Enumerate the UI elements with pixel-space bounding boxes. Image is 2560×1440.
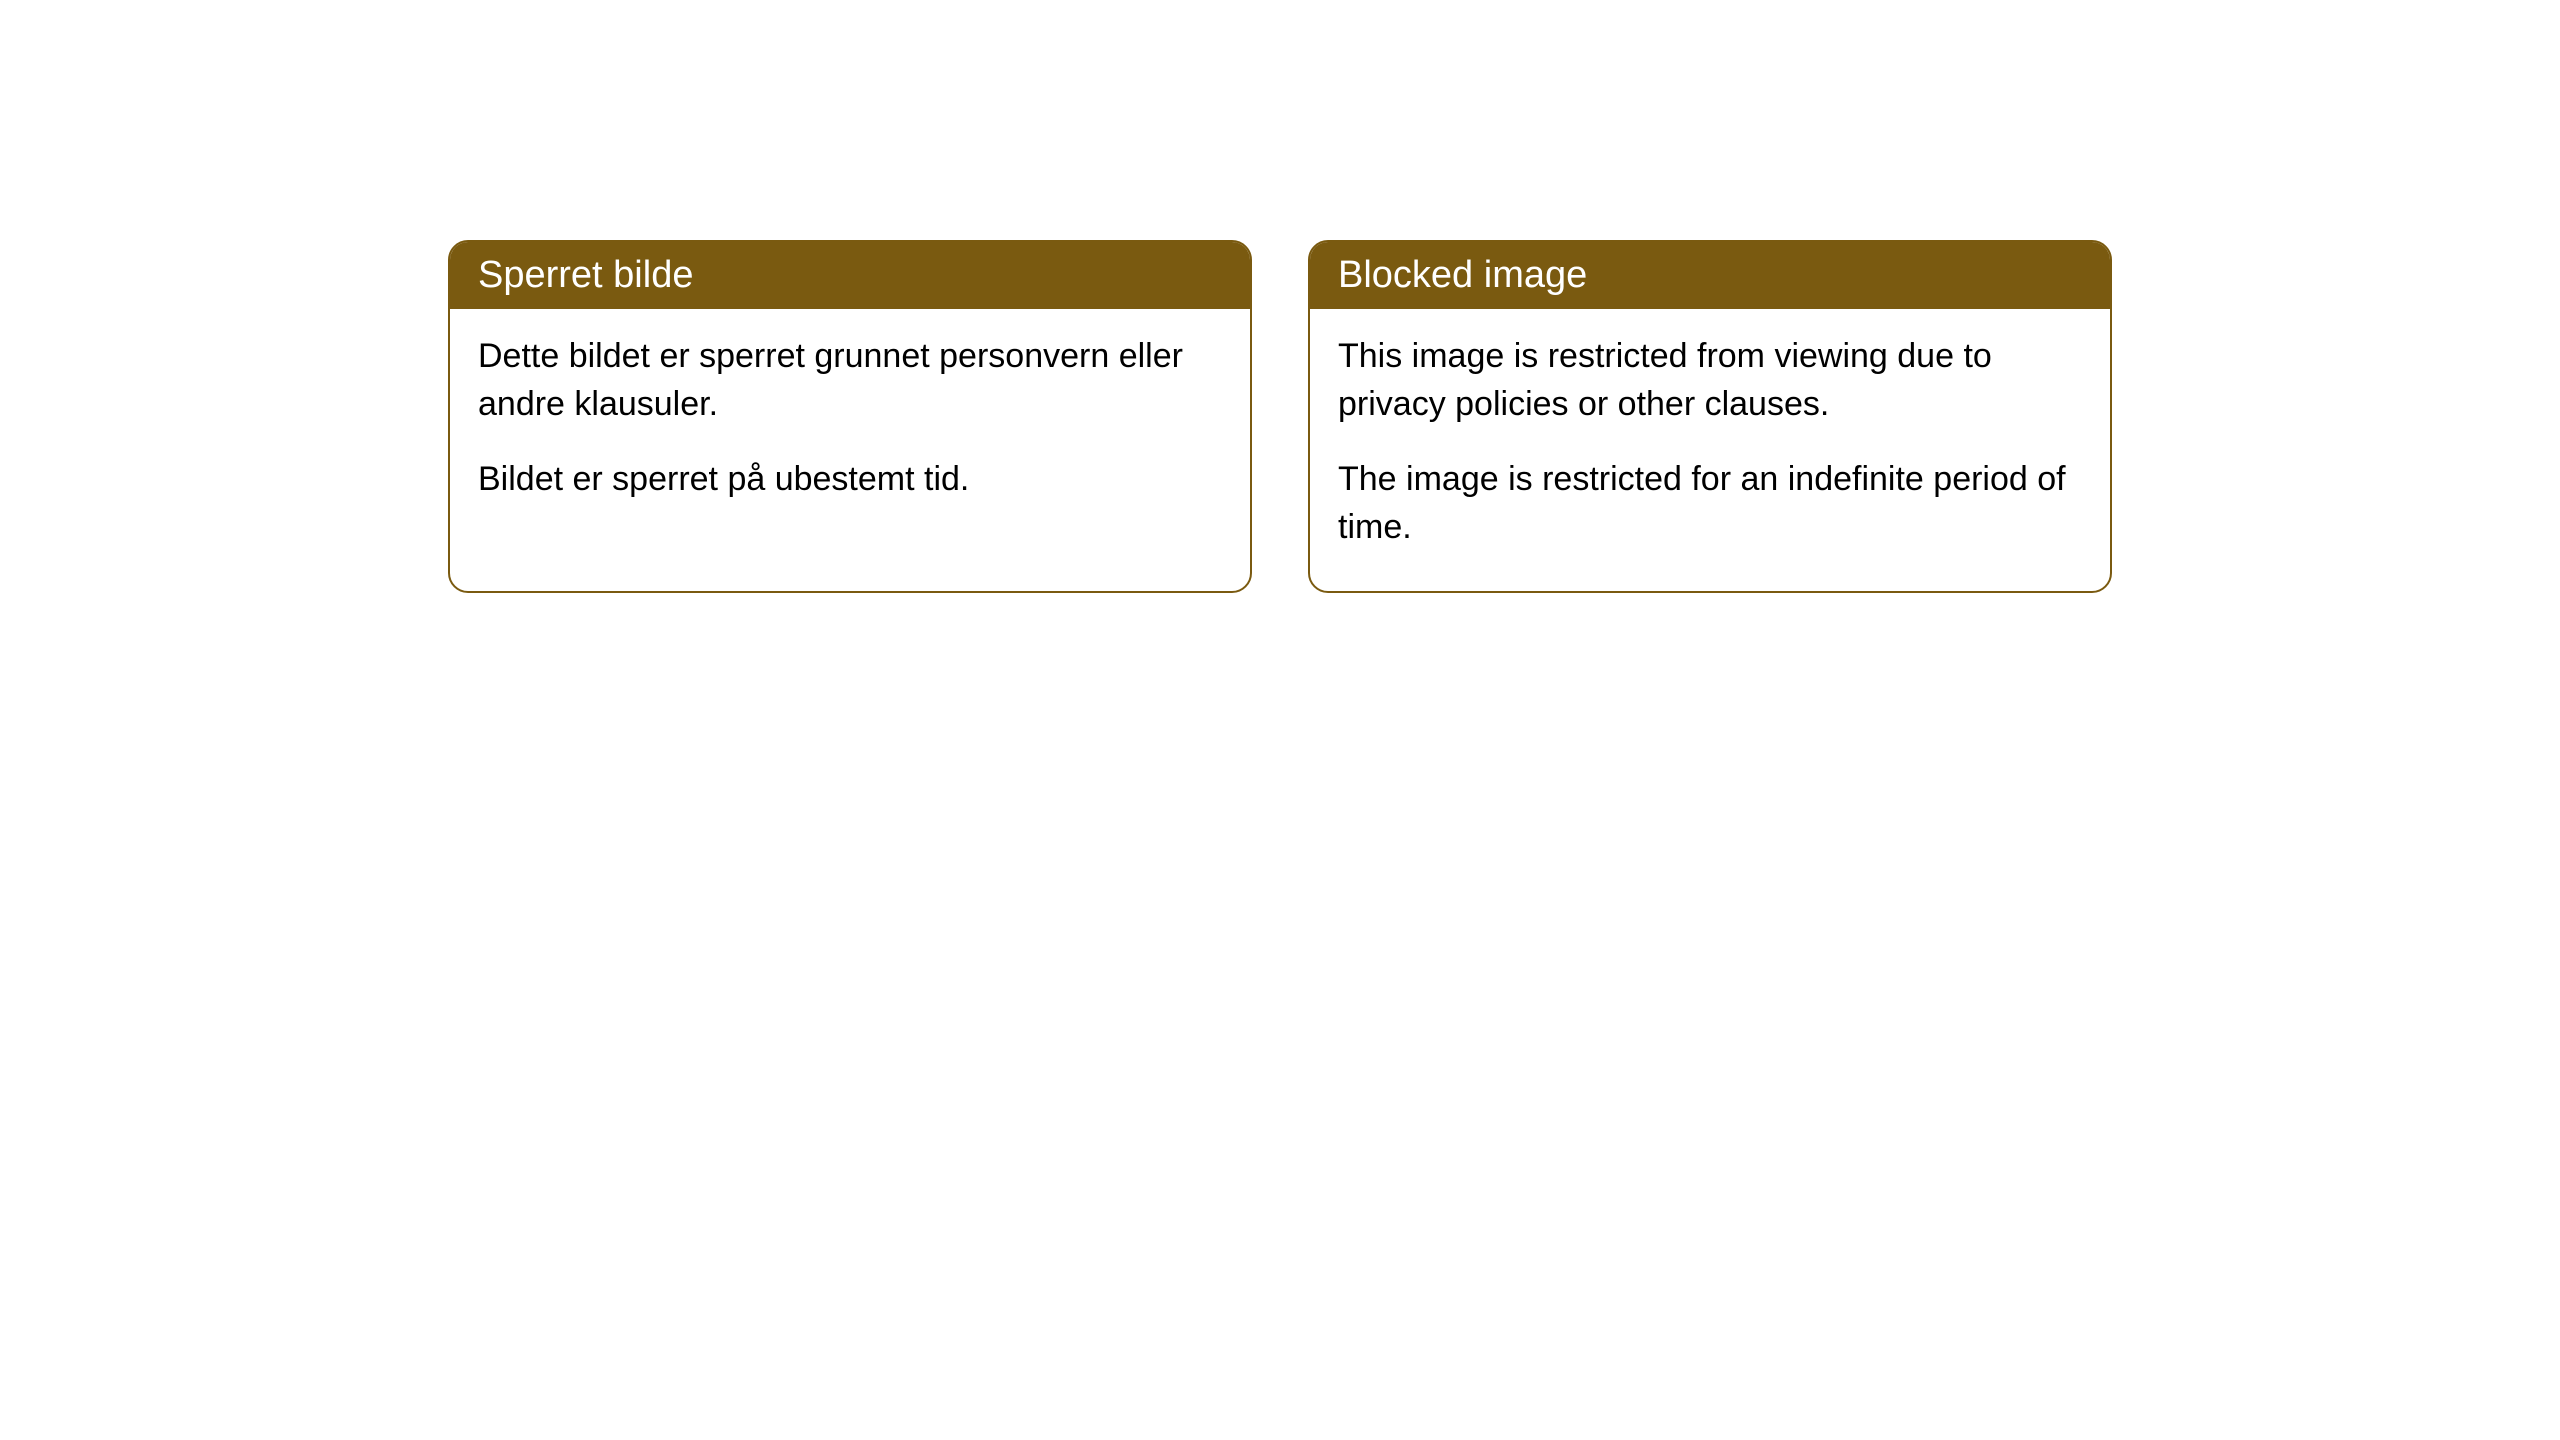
card-body-english: This image is restricted from viewing du… [1310, 309, 2110, 591]
card-paragraph: This image is restricted from viewing du… [1338, 333, 2082, 428]
card-body-norwegian: Dette bildet er sperret grunnet personve… [450, 309, 1250, 544]
cards-container: Sperret bilde Dette bildet er sperret gr… [448, 240, 2112, 593]
card-paragraph: Bildet er sperret på ubestemt tid. [478, 456, 1222, 504]
card-header-norwegian: Sperret bilde [450, 242, 1250, 309]
card-header-english: Blocked image [1310, 242, 2110, 309]
card-paragraph: The image is restricted for an indefinit… [1338, 456, 2082, 551]
card-paragraph: Dette bildet er sperret grunnet personve… [478, 333, 1222, 428]
card-norwegian: Sperret bilde Dette bildet er sperret gr… [448, 240, 1252, 593]
card-english: Blocked image This image is restricted f… [1308, 240, 2112, 593]
